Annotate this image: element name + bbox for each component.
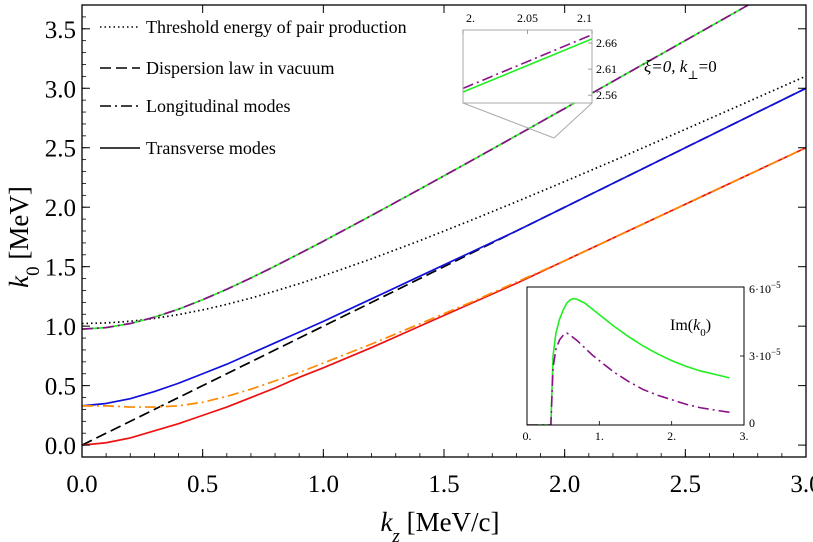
zoom-x-tick-label: 2.1 <box>577 11 592 25</box>
y-axis-title-sub: 0 <box>23 266 44 276</box>
main-series-3-dashdot <box>82 5 750 330</box>
zoom-x-tick-label: 2. <box>466 11 475 25</box>
y-axis-title-unit: [MeV] <box>4 186 34 266</box>
zoom-inset-background <box>463 30 592 103</box>
x-tick-label: 1.0 <box>308 471 339 498</box>
zoom-y-tick-label: 2.56 <box>596 88 617 102</box>
x-tick-label: 0.0 <box>66 471 97 498</box>
legend-item-longitudinal: Longitudinal modes <box>100 96 290 116</box>
zoom-series-1-dashdot <box>463 33 592 90</box>
zoom-connector-left <box>462 102 555 139</box>
zoom-curves <box>463 33 592 93</box>
x-tick-label: 1.5 <box>428 471 459 498</box>
legend: Threshold energy of pair production Disp… <box>100 17 407 158</box>
main-series-4-solid <box>82 87 806 407</box>
annotation-xi: ξ=0, <box>644 57 680 76</box>
imaginary-label: Im(k0) <box>670 317 711 339</box>
x-tick-label: 2.0 <box>549 471 580 498</box>
imaginary-series-0-solid <box>527 297 730 425</box>
main-plot: 0.00.51.01.52.02.53.0 0.00.51.01.52.02.5… <box>4 4 813 542</box>
main-series-6-dashdot <box>82 146 806 408</box>
y-tick-label: 3.0 <box>45 76 76 103</box>
main-curves <box>82 5 806 446</box>
legend-label-threshold: Threshold energy of pair production <box>146 17 407 37</box>
y-tick-label: 0.0 <box>45 433 76 460</box>
imaginary-label-var: k <box>693 317 701 334</box>
zoom-connector-right <box>553 102 593 139</box>
x-axis-title: kz [MeV/c] <box>380 507 499 542</box>
im-x-tick-label: 1. <box>595 429 604 443</box>
zoom-y-tick-label: 2.61 <box>596 62 617 76</box>
x-tick-label: 3.0 <box>790 471 813 498</box>
imaginary-label-post: ) <box>706 317 711 334</box>
imaginary-inset: 0. 1. 2. 3.03·10−56·10−5 Im(k0) <box>523 280 782 443</box>
zoom-ticks: 2. 2.05 2.1 2.56 2.61 2.66 <box>462 11 617 102</box>
imaginary-series-1-dashdot <box>527 332 730 425</box>
legend-item-transverse: Transverse modes <box>100 138 276 158</box>
main-y-ticks: 0.00.51.01.52.02.53.03.5 <box>45 4 806 460</box>
y-tick-label: 2.5 <box>45 136 76 163</box>
legend-item-vacuum: Dispersion law in vacuum <box>100 58 334 78</box>
im-y-tick-label: 0 <box>749 416 755 430</box>
legend-label-vacuum: Dispersion law in vacuum <box>146 58 334 78</box>
parameter-annotation: ξ=0, k⊥=0 <box>644 57 717 82</box>
x-axis-title-var: k <box>380 507 393 537</box>
im-y-tick-label: 6·10−5 <box>749 280 781 296</box>
x-axis-title-sub: z <box>391 526 400 542</box>
x-tick-label: 2.5 <box>670 471 701 498</box>
im-x-tick-label: 0. <box>523 429 532 443</box>
imaginary-curves <box>527 297 730 425</box>
annotation-k: k <box>680 57 688 76</box>
main-x-ticks: 0.00.51.01.52.02.53.0 <box>66 5 813 498</box>
y-tick-label: 1.0 <box>45 314 76 341</box>
im-x-tick-label: 3. <box>740 429 749 443</box>
imaginary-inset-background <box>527 287 744 425</box>
legend-item-threshold: Threshold energy of pair production <box>100 17 407 37</box>
y-axis-title: k0 [MeV] <box>4 186 44 288</box>
y-tick-label: 3.5 <box>45 17 76 44</box>
im-x-tick-label: 2. <box>667 429 676 443</box>
zoom-series-0-solid <box>463 38 592 93</box>
annotation-sub: ⊥ <box>687 68 698 82</box>
y-axis-title-var: k <box>4 275 34 288</box>
zoom-y-tick-label: 2.66 <box>596 36 617 50</box>
zoom-x-tick-label: 2.05 <box>517 11 538 25</box>
x-axis-title-unit: [MeV/c] <box>400 507 500 537</box>
imaginary-label-pre: Im( <box>670 317 693 334</box>
zoom-inset: 2. 2.05 2.1 2.56 2.61 2.66 <box>462 11 617 139</box>
legend-label-transverse: Transverse modes <box>146 138 276 158</box>
legend-label-longitudinal: Longitudinal modes <box>146 96 290 116</box>
y-tick-label: 1.5 <box>45 255 76 282</box>
im-y-tick-label: 3·10−5 <box>749 347 781 363</box>
y-tick-label: 0.5 <box>45 374 76 401</box>
imaginary-ticks: 0. 1. 2. 3.03·10−56·10−5 <box>523 280 782 443</box>
annotation-tail: =0 <box>699 57 717 76</box>
x-tick-label: 0.5 <box>187 471 218 498</box>
y-tick-label: 2.0 <box>45 195 76 222</box>
imaginary-label-sub: 0 <box>700 327 706 339</box>
